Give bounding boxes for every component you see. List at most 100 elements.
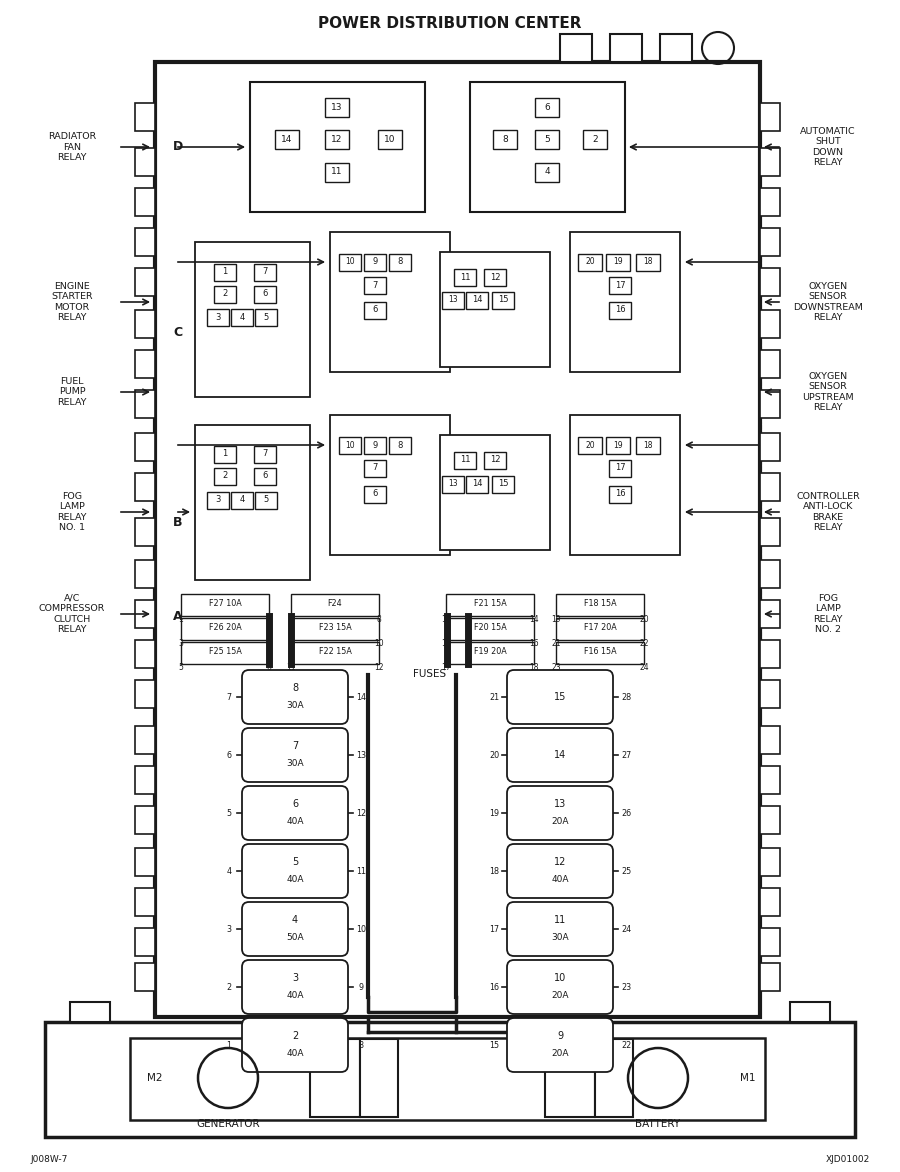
Bar: [760, 928, 780, 956]
Text: 3: 3: [227, 925, 231, 934]
Text: 11: 11: [331, 168, 343, 177]
Text: 10: 10: [384, 135, 396, 143]
Bar: [291, 618, 379, 640]
Bar: [254, 468, 276, 484]
Bar: [214, 264, 236, 280]
Text: 4: 4: [544, 168, 550, 177]
Text: 12: 12: [356, 809, 366, 818]
Text: 14: 14: [282, 135, 292, 143]
Bar: [492, 476, 514, 492]
Bar: [440, 252, 550, 367]
Text: 3: 3: [178, 639, 184, 647]
Bar: [181, 594, 269, 616]
Text: 6: 6: [373, 490, 378, 498]
Text: CONTROLLER
ANTI-LOCK
BRAKE
RELAY: CONTROLLER ANTI-LOCK BRAKE RELAY: [796, 492, 860, 532]
Bar: [255, 308, 277, 326]
Text: 17: 17: [489, 925, 500, 934]
Bar: [135, 350, 155, 379]
Bar: [135, 849, 155, 875]
Bar: [760, 229, 780, 255]
Text: 19: 19: [489, 809, 500, 818]
Bar: [760, 390, 780, 418]
Text: 2: 2: [592, 135, 598, 143]
Text: OXYGEN
SENSOR
UPSTREAM
RELAY: OXYGEN SENSOR UPSTREAM RELAY: [802, 372, 854, 413]
Bar: [360, 1040, 398, 1117]
Text: 6: 6: [227, 750, 231, 759]
Text: 7: 7: [262, 450, 267, 458]
Text: 26: 26: [621, 809, 631, 818]
Text: 6: 6: [373, 306, 378, 314]
Bar: [254, 264, 276, 280]
Text: 5: 5: [227, 809, 231, 818]
Text: 13: 13: [448, 479, 458, 489]
Bar: [255, 491, 277, 509]
Bar: [207, 491, 229, 509]
Text: 21: 21: [551, 639, 561, 647]
Bar: [545, 1040, 595, 1117]
Bar: [364, 485, 386, 503]
Text: 5: 5: [178, 662, 184, 672]
Bar: [609, 459, 631, 477]
Text: 11: 11: [356, 866, 366, 875]
Text: C: C: [174, 326, 183, 339]
Bar: [135, 229, 155, 255]
Bar: [446, 618, 534, 640]
Text: 40A: 40A: [551, 874, 569, 884]
Bar: [760, 518, 780, 546]
Bar: [135, 928, 155, 956]
Bar: [570, 415, 680, 556]
Bar: [364, 277, 386, 293]
Text: 12: 12: [490, 273, 500, 281]
Text: D: D: [173, 141, 183, 154]
Bar: [760, 680, 780, 708]
Bar: [760, 888, 780, 917]
Bar: [440, 435, 550, 550]
Text: 20: 20: [585, 441, 595, 450]
Text: 8: 8: [376, 614, 382, 624]
Text: 13: 13: [441, 614, 451, 624]
Text: 16: 16: [529, 639, 539, 647]
Text: 13: 13: [356, 750, 366, 759]
Text: F16 15A: F16 15A: [584, 647, 616, 655]
Bar: [291, 594, 379, 616]
Text: FUSES: FUSES: [413, 669, 446, 679]
Text: 1: 1: [222, 267, 228, 277]
Text: 1: 1: [227, 1041, 231, 1049]
Text: 22: 22: [639, 639, 649, 647]
Text: 11: 11: [286, 662, 296, 672]
Bar: [195, 425, 310, 580]
Bar: [339, 253, 361, 271]
Bar: [183, 237, 761, 402]
Bar: [560, 34, 592, 62]
Bar: [606, 253, 630, 271]
Text: 8: 8: [397, 441, 402, 450]
Text: 40A: 40A: [286, 990, 304, 1000]
FancyBboxPatch shape: [507, 902, 613, 956]
Text: 18: 18: [529, 662, 539, 672]
Bar: [609, 277, 631, 293]
Text: 9: 9: [373, 258, 378, 266]
Text: 14: 14: [472, 295, 482, 305]
FancyBboxPatch shape: [242, 960, 348, 1014]
Text: 15: 15: [441, 639, 451, 647]
Text: 5: 5: [544, 135, 550, 143]
Text: 15: 15: [498, 479, 508, 489]
Text: 20: 20: [489, 750, 500, 759]
Text: 24: 24: [621, 925, 631, 934]
Text: F21 15A: F21 15A: [473, 599, 507, 607]
FancyBboxPatch shape: [242, 786, 348, 840]
Text: 20: 20: [585, 258, 595, 266]
Text: 2: 2: [227, 982, 231, 992]
Text: 20A: 20A: [551, 817, 569, 825]
Text: 2: 2: [292, 1031, 298, 1041]
Bar: [135, 600, 155, 628]
Text: 18: 18: [644, 258, 652, 266]
Text: 2: 2: [222, 471, 228, 481]
Bar: [135, 103, 155, 131]
Text: 5: 5: [292, 857, 298, 867]
Bar: [181, 642, 269, 665]
Bar: [135, 188, 155, 216]
Bar: [135, 725, 155, 754]
Bar: [364, 253, 386, 271]
Text: F24: F24: [328, 599, 342, 607]
